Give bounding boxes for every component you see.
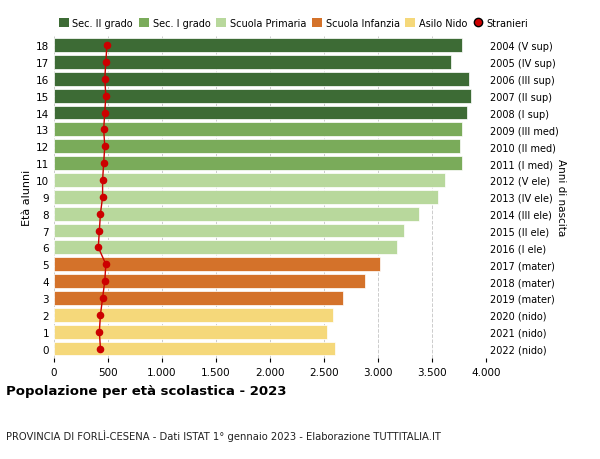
Bar <box>54 308 332 322</box>
Text: Popolazione per età scolastica - 2023: Popolazione per età scolastica - 2023 <box>6 384 287 397</box>
Point <box>100 110 110 117</box>
Point <box>101 59 110 67</box>
Bar <box>54 157 462 171</box>
Bar <box>54 241 397 255</box>
Bar <box>54 106 467 120</box>
Point <box>98 194 107 201</box>
Bar <box>54 56 451 70</box>
Bar <box>54 342 335 356</box>
Bar <box>54 291 343 305</box>
Point <box>101 261 110 269</box>
Point <box>98 295 107 302</box>
Bar <box>54 90 471 103</box>
Bar <box>54 258 380 272</box>
Bar <box>54 224 404 238</box>
Bar <box>54 174 445 187</box>
Bar <box>54 73 469 86</box>
Point <box>95 345 105 353</box>
Point <box>100 143 110 151</box>
Bar <box>54 39 462 53</box>
Bar <box>54 140 460 154</box>
Point <box>94 244 103 252</box>
Point <box>98 177 107 184</box>
Point <box>101 93 110 100</box>
Point <box>99 160 109 168</box>
Bar <box>54 325 327 339</box>
Point <box>100 278 110 285</box>
Bar <box>54 123 462 137</box>
Text: PROVINCIA DI FORLÌ-CESENA - Dati ISTAT 1° gennaio 2023 - Elaborazione TUTTITALIA: PROVINCIA DI FORLÌ-CESENA - Dati ISTAT 1… <box>6 429 441 441</box>
Point <box>95 227 104 235</box>
Point <box>99 126 109 134</box>
Point <box>100 76 110 83</box>
Point <box>102 42 112 50</box>
Bar <box>54 274 365 288</box>
Point <box>95 312 105 319</box>
Point <box>95 211 105 218</box>
Point <box>95 328 104 336</box>
Bar <box>54 207 419 221</box>
Legend: Sec. II grado, Sec. I grado, Scuola Primaria, Scuola Infanzia, Asilo Nido, Stran: Sec. II grado, Sec. I grado, Scuola Prim… <box>59 19 529 28</box>
Bar <box>54 190 439 204</box>
Y-axis label: Anni di nascita: Anni di nascita <box>556 159 566 236</box>
Y-axis label: Età alunni: Età alunni <box>22 169 32 225</box>
